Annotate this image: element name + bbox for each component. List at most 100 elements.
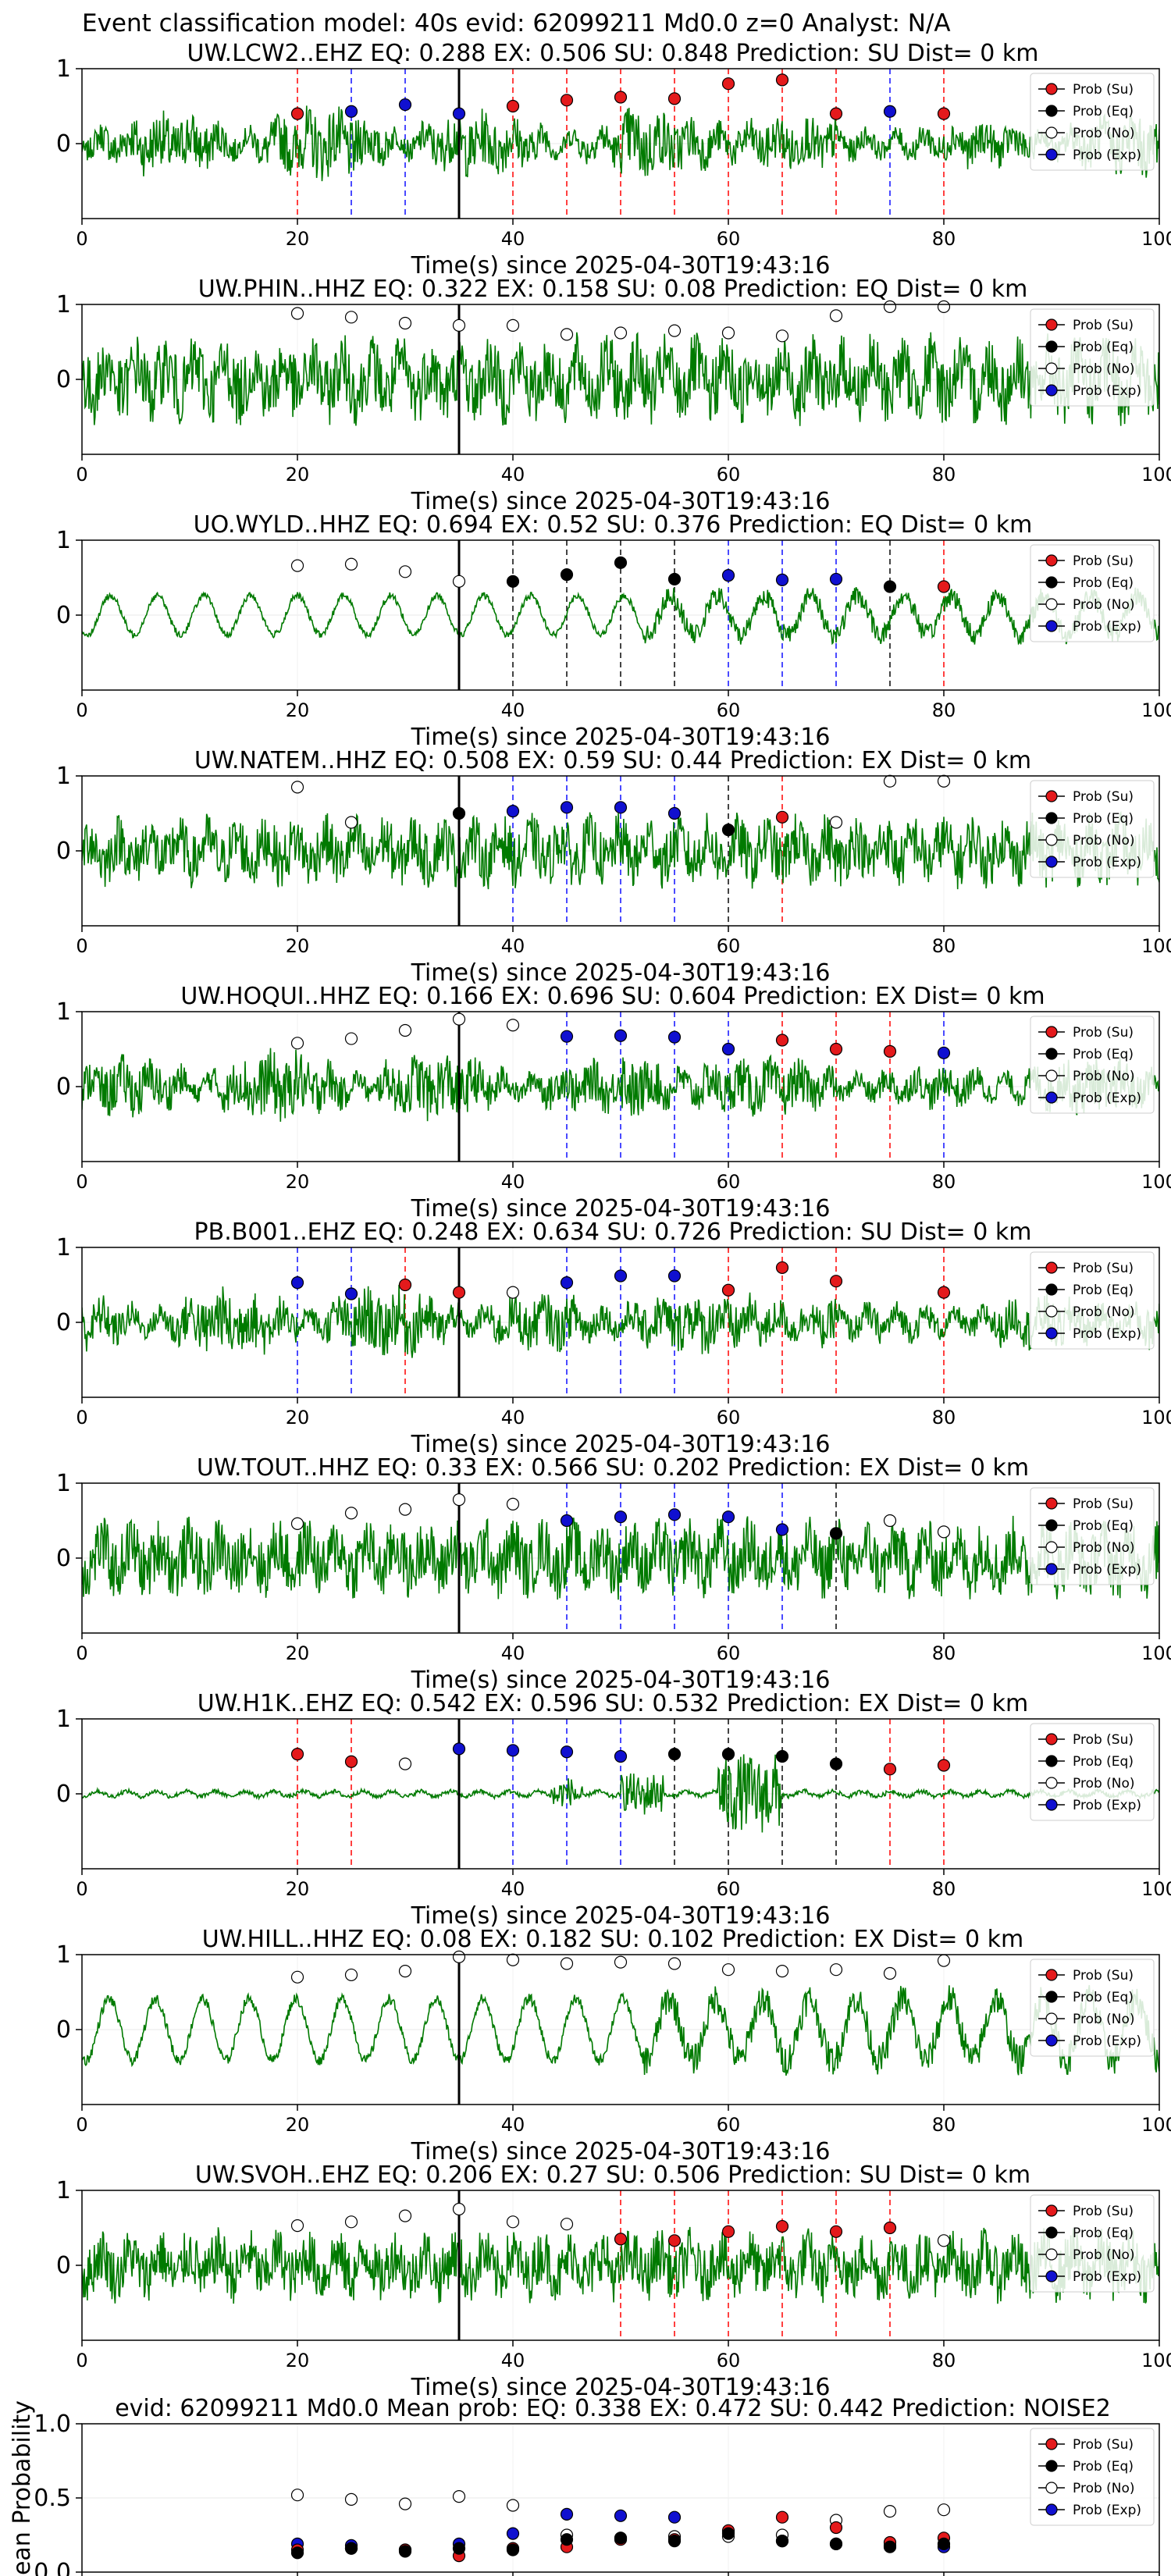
- prob-point-no: [452, 1493, 466, 1507]
- y-tick-label: 0: [56, 2016, 71, 2044]
- legend: Prob (Su) Prob (Eq) Prob (No) Prob (Exp): [1030, 1016, 1155, 1114]
- panel-title: UW.H1K..EHZ EQ: 0.542 EX: 0.596 SU: 0.53…: [198, 1690, 1028, 1717]
- prob-point-no: [452, 2202, 466, 2216]
- mean-prob-point-no: [883, 2505, 897, 2518]
- x-tick-label: 60: [717, 699, 741, 721]
- panel-title: UW.LCW2..EHZ EQ: 0.288 EX: 0.506 SU: 0.8…: [187, 40, 1038, 67]
- legend-marker-exp: [1045, 856, 1058, 868]
- y-tick-label: 1: [56, 2177, 71, 2204]
- x-axis-label: Time(s) since 2025-04-30T19:43:16: [411, 2138, 831, 2165]
- legend-box: [1030, 544, 1155, 642]
- y-tick-label: 1: [56, 998, 71, 1026]
- legend-label: Prob (Su): [1073, 318, 1134, 333]
- prob-point-exp: [667, 806, 682, 820]
- prob-point-no: [883, 1514, 897, 1528]
- prob-point-no: [506, 318, 520, 332]
- y-tick-label: 1: [56, 1234, 71, 1261]
- prob-point-no: [290, 559, 304, 572]
- legend-label: Prob (Exp): [1073, 148, 1141, 163]
- y-tick-label: 1: [56, 1941, 71, 1969]
- legend-marker-su: [1045, 1026, 1058, 1038]
- x-tick-label: 60: [717, 464, 741, 486]
- x-axis-label: Time(s) since 2025-04-30T19:43:16: [411, 252, 831, 279]
- prob-point-exp: [721, 1042, 735, 1056]
- legend: Prob (Su) Prob (Eq) Prob (No) Prob (Exp): [1030, 1487, 1155, 1585]
- legend-label: Prob (Su): [1073, 2437, 1134, 2453]
- mean-prob-point-no: [290, 2489, 304, 2502]
- prob-point-no: [344, 1507, 358, 1520]
- x-tick-label: 100: [1141, 2114, 1171, 2136]
- legend-label: Prob (Eq): [1073, 1518, 1134, 1534]
- prob-point-su: [506, 99, 520, 113]
- prob-point-no: [344, 2215, 358, 2229]
- prob-point-no: [937, 1525, 951, 1539]
- x-tick-label: 0: [76, 1171, 87, 1193]
- prob-point-no: [667, 324, 682, 337]
- prob-point-exp: [614, 1510, 628, 1524]
- x-tick-label: 0: [76, 1642, 87, 1664]
- prob-point-no: [398, 1965, 412, 1978]
- legend-label: Prob (Su): [1073, 2204, 1134, 2219]
- x-tick-label: 0: [76, 2350, 87, 2371]
- prob-point-no: [721, 1963, 735, 1976]
- x-tick-label: 40: [501, 1642, 525, 1664]
- x-tick-label: 100: [1141, 1171, 1171, 1193]
- legend-marker-exp: [1045, 148, 1058, 161]
- legend-marker-no: [1045, 1541, 1058, 1553]
- legend-marker-no: [1045, 362, 1058, 375]
- prob-point-no: [506, 1953, 520, 1966]
- mean-prob-point-eq: [937, 2537, 951, 2550]
- prob-point-no: [829, 309, 843, 322]
- mean-prob-point-eq: [344, 2542, 358, 2555]
- mean-prob-point-no: [344, 2492, 358, 2506]
- prob-point-su: [775, 2219, 789, 2233]
- prob-point-exp: [614, 801, 628, 814]
- legend-label: Prob (No): [1073, 833, 1135, 849]
- legend-marker-eq: [1045, 1755, 1058, 1767]
- legend-box: [1030, 1251, 1155, 1350]
- mean-prob-point-eq: [452, 2542, 466, 2555]
- prob-point-no: [721, 326, 735, 340]
- y-axis-label: Mean Probability: [9, 2400, 36, 2576]
- prob-point-exp: [667, 1030, 682, 1044]
- legend-marker-su: [1045, 2204, 1058, 2217]
- legend-label: Prob (Su): [1073, 1025, 1134, 1041]
- mean-prob-point-exp: [560, 2507, 574, 2521]
- prob-point-no: [398, 2209, 412, 2222]
- x-tick-label: 60: [717, 1642, 741, 1664]
- legend-marker-su: [1045, 1969, 1058, 1981]
- legend-label: Prob (Exp): [1073, 1562, 1141, 1578]
- x-tick-label: 100: [1141, 1407, 1171, 1429]
- x-tick-label: 60: [717, 1878, 741, 1900]
- legend-marker-no: [1045, 1069, 1058, 1082]
- prob-point-su: [775, 1261, 789, 1275]
- prob-point-exp: [452, 107, 466, 120]
- prob-point-su: [937, 1286, 951, 1299]
- mean-prob-point-su: [775, 2510, 789, 2524]
- legend-label: Prob (Su): [1073, 553, 1134, 569]
- legend-marker-exp: [1045, 1799, 1058, 1811]
- mean-prob-point-no: [506, 2499, 520, 2512]
- legend-label: Prob (No): [1073, 597, 1135, 613]
- prob-point-eq: [721, 1748, 735, 1761]
- prob-point-no: [344, 1968, 358, 1982]
- prob-point-exp: [667, 1508, 682, 1521]
- prob-point-su: [452, 1286, 466, 1299]
- prob-point-no: [290, 1517, 304, 1530]
- x-tick-label: 100: [1141, 1878, 1171, 1900]
- mean-prob-point-no: [452, 2490, 466, 2503]
- x-tick-label: 20: [286, 699, 310, 721]
- legend-box: [1030, 1487, 1155, 1585]
- legend-label: Prob (Su): [1073, 1496, 1134, 1512]
- panel-5: UW.HOQUI..HHZ EQ: 0.166 EX: 0.696 SU: 0.…: [56, 983, 1171, 1222]
- prob-point-eq: [721, 824, 735, 837]
- prob-point-no: [344, 311, 358, 324]
- legend: Prob (Su) Prob (Eq) Prob (No) Prob (Exp): [1030, 73, 1155, 171]
- x-tick-label: 100: [1141, 935, 1171, 957]
- mean-prob-point-no: [398, 2497, 412, 2510]
- prob-point-no: [344, 1032, 358, 1045]
- y-tick-label: 0: [56, 1309, 71, 1336]
- legend-label: Prob (Su): [1073, 82, 1134, 98]
- mean-prob-point-eq: [775, 2535, 789, 2548]
- legend-label: Prob (Su): [1073, 1732, 1134, 1748]
